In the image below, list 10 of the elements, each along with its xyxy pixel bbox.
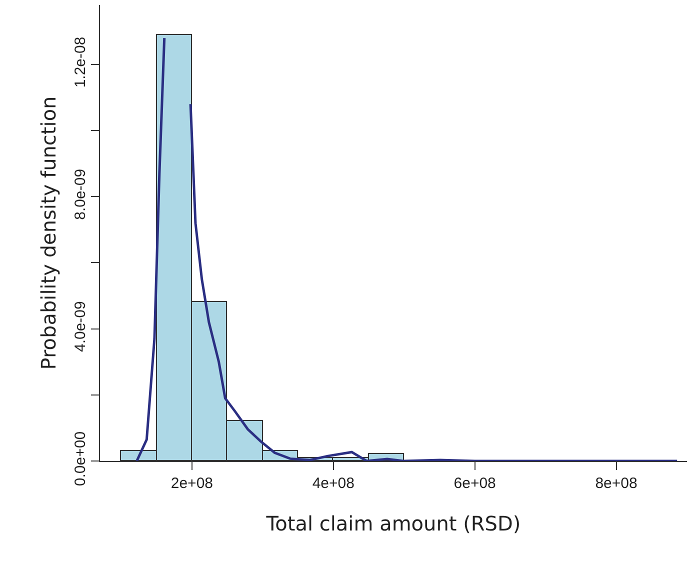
x-tick-label: 6e+08 <box>454 475 496 492</box>
y-tick-label: 4.0e-09 <box>72 301 89 352</box>
x-tick-label: 2e+08 <box>170 475 214 492</box>
y-tick-label: 1.2e-08 <box>72 36 89 88</box>
y-tick-label: 0.0e+00 <box>72 431 89 486</box>
y-axis-title: Probability density function <box>36 96 60 370</box>
x-tick-label: 8e+08 <box>595 475 638 492</box>
x-axis-title: Total claim amount (RSD) <box>265 512 521 536</box>
x-tick-label: 4e+08 <box>312 475 354 492</box>
y-tick-label: 8.0e-09 <box>72 168 89 220</box>
